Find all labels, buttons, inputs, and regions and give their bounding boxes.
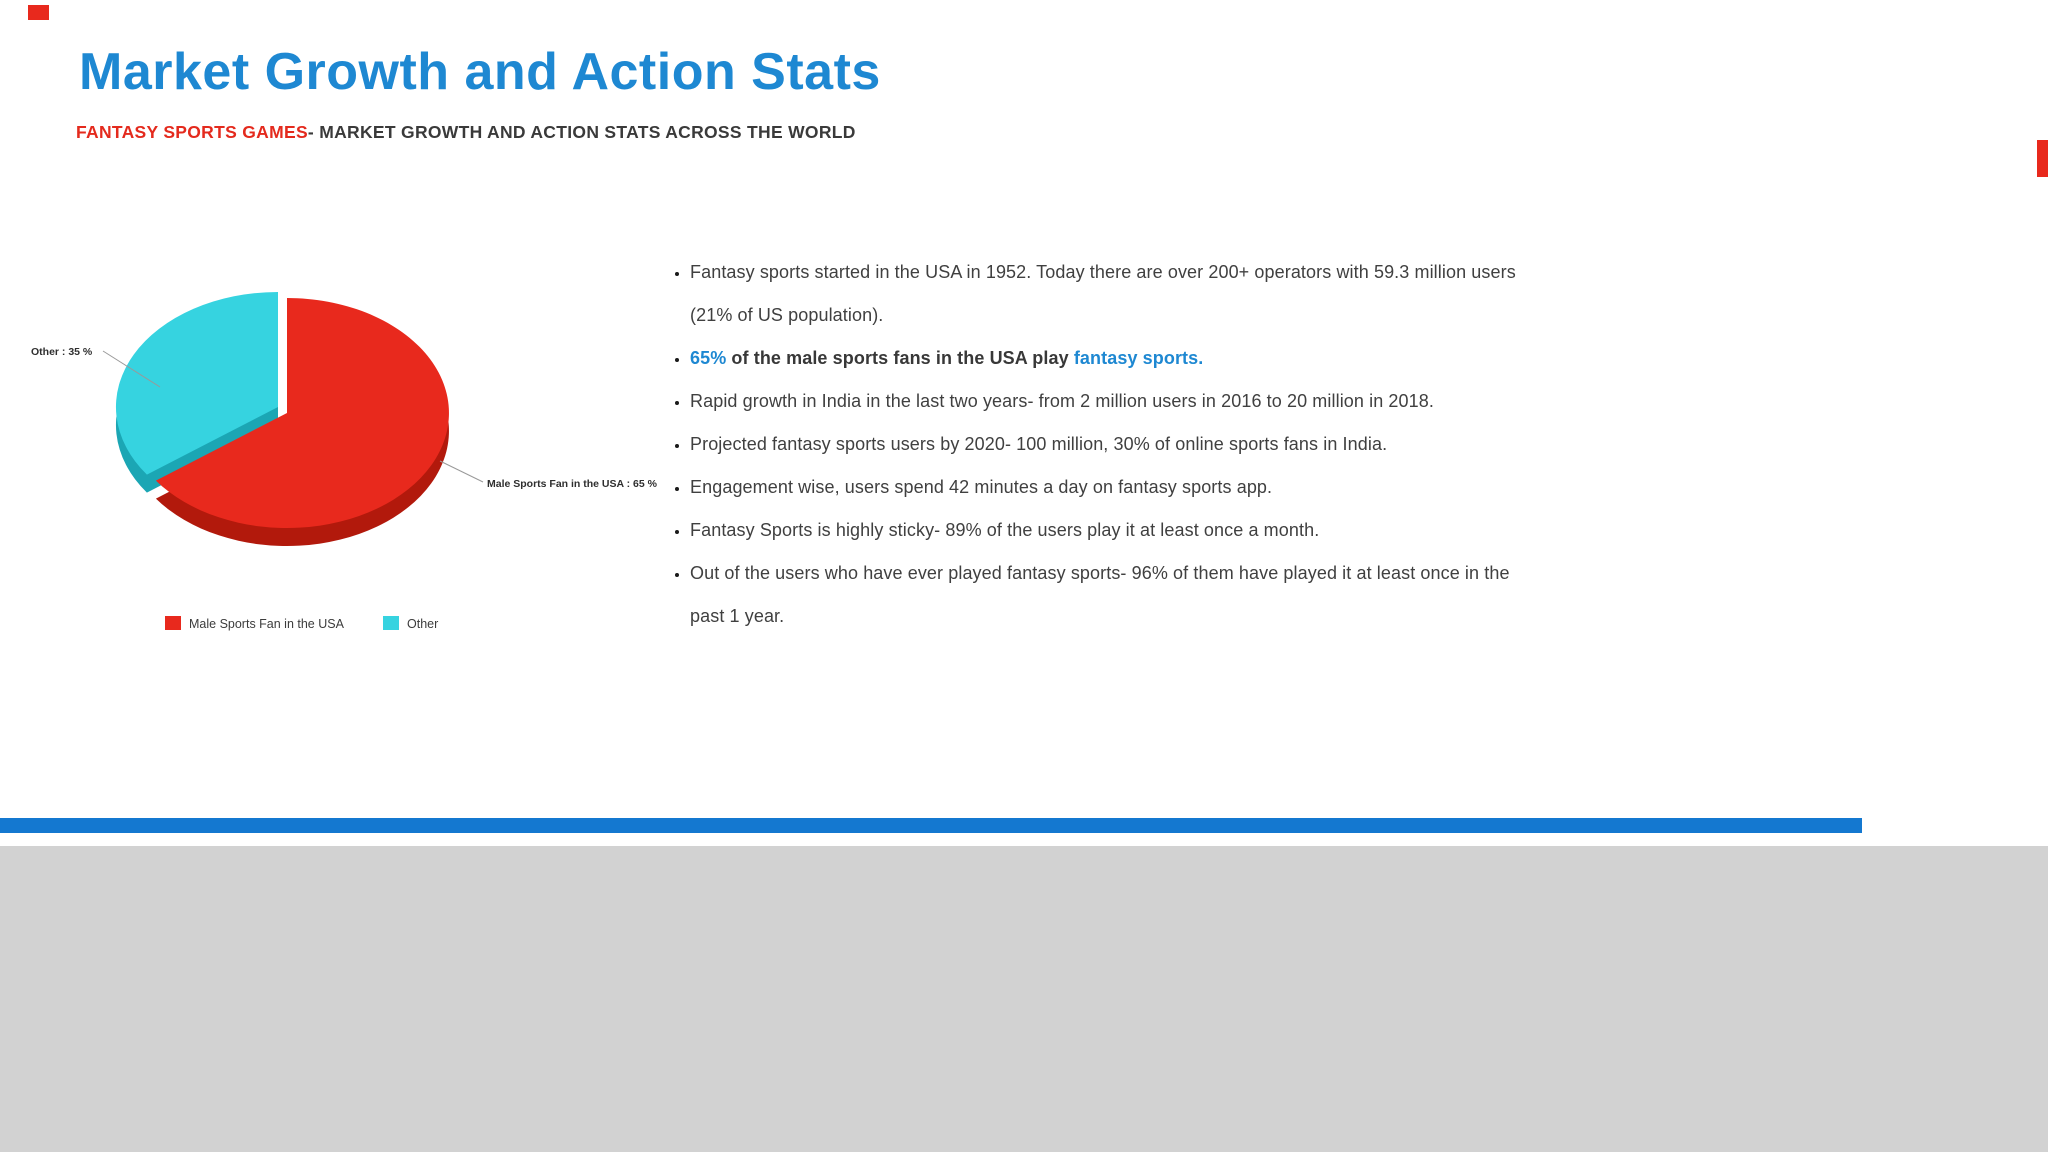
legend-swatch-other	[383, 616, 399, 630]
bullet-text: Fantasy sports started in the USA in 195…	[690, 262, 1516, 325]
pie-label-male: Male Sports Fan in the USA : 65 %	[487, 478, 658, 490]
subtitle-highlight: FANTASY SPORTS GAMES	[76, 122, 308, 142]
leader-line-other	[102, 350, 161, 388]
footer-gray-panel	[0, 846, 2048, 1152]
pie-legend: Male Sports Fan in the USA Other	[165, 616, 438, 631]
bullet-text: Rapid growth in India in the last two ye…	[690, 391, 1434, 411]
bullet-item: Fantasy Sports is highly sticky- 89% of …	[690, 509, 1518, 552]
bullet-text: 65%	[690, 348, 727, 368]
bullet-item: Rapid growth in India in the last two ye…	[690, 380, 1518, 423]
bullet-item: Engagement wise, users spend 42 minutes …	[690, 466, 1518, 509]
bullet-item: 65% of the male sports fans in the USA p…	[690, 337, 1518, 380]
pie-slices	[115, 292, 449, 546]
bullet-item: Projected fantasy sports users by 2020- …	[690, 423, 1518, 466]
legend-label-other: Other	[407, 617, 438, 631]
footer-blue-bar	[0, 818, 1862, 833]
bullet-text: Projected fantasy sports users by 2020- …	[690, 434, 1388, 454]
bullet-list: Fantasy sports started in the USA in 195…	[664, 251, 1518, 638]
subtitle: FANTASY SPORTS GAMES- MARKET GROWTH AND …	[76, 122, 856, 143]
subtitle-rest: - MARKET GROWTH AND ACTION STATS ACROSS …	[307, 122, 856, 142]
bullet-item: Out of the users who have ever played fa…	[690, 552, 1518, 638]
pie-slice-male-sports-fan-in-the-usa	[155, 298, 449, 528]
pie-chart-svg: Other : 35 % Male Sports Fan in the USA …	[31, 292, 658, 631]
bullet-text: Out of the users who have ever played fa…	[690, 563, 1510, 626]
pie-label-other: Other : 35 %	[31, 346, 93, 358]
bullet-text: Engagement wise, users spend 42 minutes …	[690, 477, 1273, 497]
top-right-accent-bar	[2037, 140, 2048, 177]
pie-slice-other	[115, 292, 278, 475]
bullet-item: Fantasy sports started in the USA in 195…	[690, 251, 1518, 337]
stats-bullets: Fantasy sports started in the USA in 195…	[664, 251, 1518, 638]
bullet-text: of the male sports fans in the USA play	[726, 348, 1074, 368]
fantasy-sports-link[interactable]: fantasy sports.	[1073, 348, 1204, 368]
pie-callouts: Other : 35 % Male Sports Fan in the USA …	[31, 346, 658, 490]
page-title: Market Growth and Action Stats	[79, 43, 881, 101]
legend-swatch-male	[165, 616, 181, 630]
leader-line-male	[439, 460, 484, 483]
legend-label-male: Male Sports Fan in the USA	[189, 617, 345, 631]
bullet-text: Fantasy Sports is highly sticky- 89% of …	[690, 520, 1320, 540]
pie-chart: Other : 35 % Male Sports Fan in the USA …	[25, 265, 685, 665]
top-left-accent-square	[28, 5, 49, 20]
